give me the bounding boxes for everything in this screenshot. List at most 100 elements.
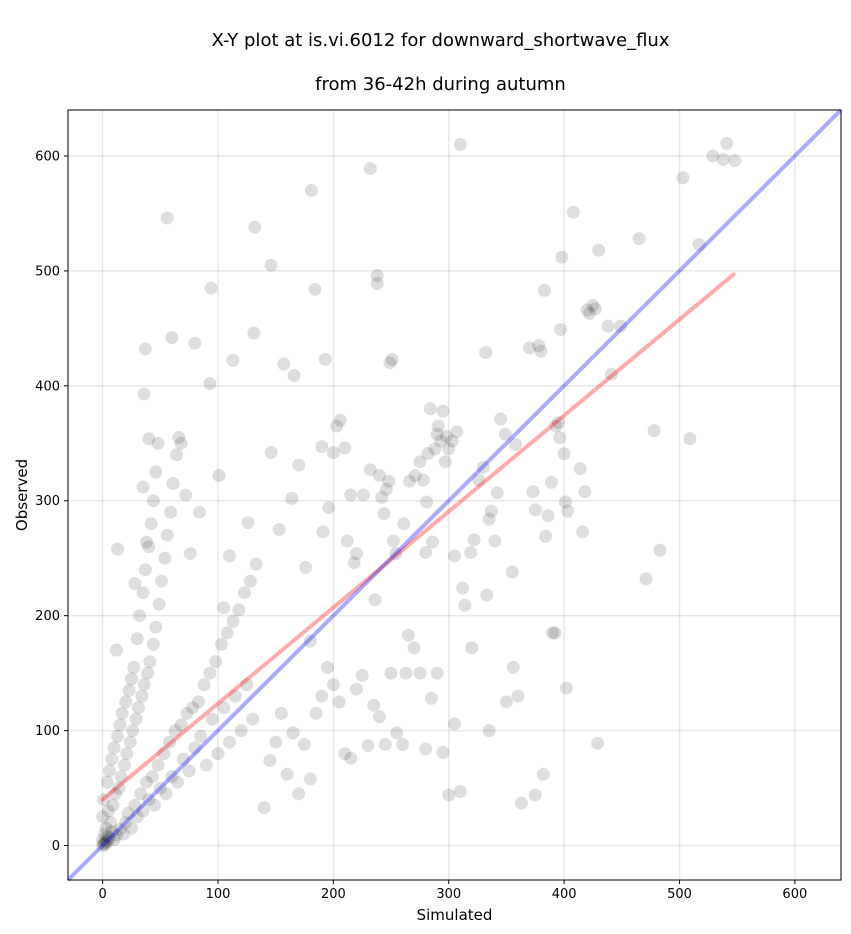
data-point — [498, 427, 512, 441]
data-point — [105, 825, 119, 839]
data-point — [338, 747, 352, 761]
data-point — [431, 419, 445, 433]
data-point — [248, 220, 262, 234]
data-point — [241, 516, 255, 530]
data-point — [130, 810, 144, 824]
data-point — [174, 718, 188, 732]
data-point — [226, 354, 240, 367]
data-point — [138, 342, 152, 356]
plot-area-frame — [67, 109, 842, 881]
data-point — [604, 367, 618, 381]
data-point — [716, 152, 730, 166]
data-point — [171, 775, 185, 789]
data-point — [326, 446, 340, 459]
data-point — [676, 171, 690, 185]
data-point — [274, 706, 288, 720]
data-point — [511, 689, 525, 703]
data-point — [100, 775, 114, 789]
data-point — [333, 413, 347, 427]
data-point — [528, 788, 542, 802]
data-point — [285, 491, 299, 505]
data-point — [183, 547, 197, 561]
y-tick-label: 0 — [52, 839, 60, 854]
data-point — [494, 412, 508, 426]
data-point — [180, 706, 194, 720]
data-point — [246, 712, 260, 726]
data-point — [445, 434, 459, 448]
data-point — [484, 504, 498, 518]
data-point — [548, 626, 562, 640]
data-point — [160, 211, 174, 225]
data-point — [114, 770, 128, 784]
data-point — [549, 419, 563, 433]
data-point — [401, 628, 415, 642]
data-point — [138, 563, 152, 577]
data-point — [127, 660, 141, 674]
y-tick-label: 500 — [35, 264, 60, 279]
data-point — [588, 302, 602, 316]
data-point — [96, 839, 110, 852]
data-point — [526, 485, 540, 499]
data-point — [137, 678, 151, 692]
data-point — [134, 787, 148, 801]
data-point — [363, 162, 377, 176]
data-point — [191, 695, 205, 709]
data-point — [442, 788, 456, 802]
data-point — [165, 770, 179, 784]
data-point — [647, 424, 661, 438]
data-point — [277, 357, 291, 371]
data-point — [101, 829, 115, 843]
data-point — [263, 754, 277, 767]
data-point — [553, 431, 566, 444]
data-point — [344, 751, 358, 765]
data-point — [546, 626, 560, 640]
data-point — [453, 785, 467, 798]
data-point — [107, 833, 121, 847]
x-tick-label: 0 — [98, 887, 106, 902]
data-point — [428, 442, 442, 456]
x-axis-label: Simulated — [417, 906, 493, 924]
data-point — [436, 745, 450, 759]
data-point — [143, 655, 157, 669]
data-point — [116, 827, 130, 841]
x-tick-label: 100 — [206, 887, 231, 902]
data-point — [107, 741, 121, 755]
data-point — [133, 609, 146, 623]
data-point — [309, 706, 323, 720]
data-point — [136, 480, 150, 494]
data-point — [514, 796, 528, 810]
data-point — [122, 683, 136, 697]
data-point — [98, 837, 112, 851]
data-point — [149, 620, 163, 634]
data-point — [578, 485, 592, 499]
data-point — [98, 827, 112, 841]
y-tick-label: 400 — [35, 379, 60, 394]
data-point — [151, 436, 165, 450]
data-point — [390, 726, 404, 740]
data-point — [554, 323, 568, 336]
data-point — [523, 341, 536, 355]
data-point — [113, 822, 127, 836]
data-point — [111, 729, 125, 743]
data-point — [103, 832, 116, 846]
data-point — [467, 533, 481, 547]
data-point — [413, 666, 427, 680]
data-point — [382, 474, 396, 488]
data-point — [632, 232, 646, 246]
data-point — [157, 747, 171, 761]
data-point — [119, 816, 133, 829]
data-point — [247, 326, 261, 340]
data-point — [182, 764, 196, 778]
data-point — [557, 447, 571, 461]
data-point — [179, 488, 193, 502]
data-point — [436, 404, 450, 418]
data-point — [166, 477, 180, 490]
data-points — [96, 136, 742, 852]
data-point — [397, 517, 411, 531]
data-point — [165, 331, 179, 345]
data-point — [264, 258, 278, 272]
data-point — [228, 689, 242, 703]
data-point — [298, 737, 311, 751]
data-point — [223, 549, 236, 563]
